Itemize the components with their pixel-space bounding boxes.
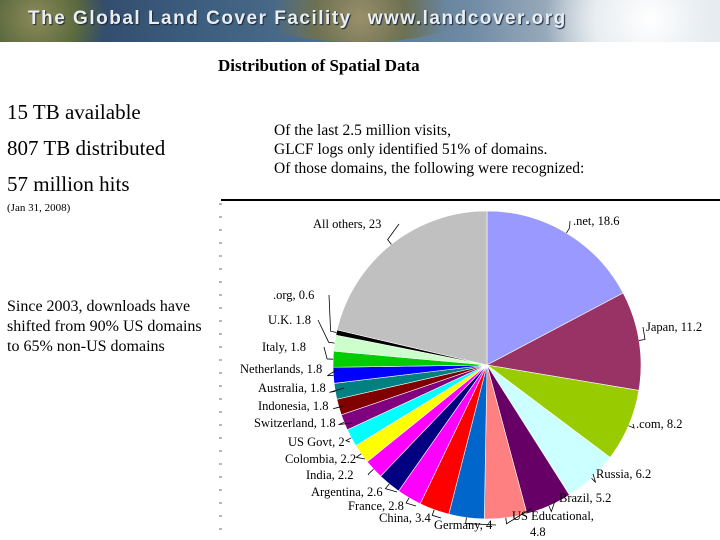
pie-label: US Educational, 4.8 — [512, 509, 594, 539]
pie-leader-line — [367, 468, 374, 476]
stat-available: 15 TB available — [7, 100, 141, 124]
pie-leader-line — [317, 319, 335, 344]
visits-note-line: Of the last 2.5 million visits, — [274, 122, 451, 139]
shift-note: Since 2003, downloads have shifted from … — [7, 298, 202, 355]
pie-leader-line — [387, 223, 400, 245]
pie-leader-line — [405, 497, 417, 507]
pie-slice-net — [486, 210, 624, 366]
stat-distributed: 807 TB distributed — [7, 136, 166, 160]
pie-leader-line — [638, 326, 646, 341]
pie-leader-line — [355, 453, 366, 460]
pie-chart: .net, 18.6 Japan, 11.2 .com, 8.2 Russia, 6.… — [240, 210, 702, 539]
banner-url: www.landcover.org — [367, 8, 567, 29]
stat-date: (Jan 31, 2008) — [7, 202, 71, 214]
pie-label: Colombia, 2.2 — [285, 452, 356, 466]
pie-leader-line — [628, 423, 635, 429]
pie-leader-line — [328, 294, 337, 333]
pie-label: Brazil, 5.2 — [559, 491, 611, 505]
banner-org-name: The Global Land Cover Facility — [28, 8, 352, 29]
pie-label: Australia, 1.8 — [258, 381, 326, 395]
pie-label: .org, 0.6 — [273, 288, 314, 302]
banner-title: The Global Land Cover Facility www.landco… — [28, 8, 567, 30]
page-title: Distribution of Spatial Data — [218, 56, 420, 75]
pie-label: Netherlands, 1.8 — [240, 362, 322, 376]
pie-slice-japan — [486, 292, 642, 391]
pie-label: US Govt, 2 — [288, 435, 345, 449]
pie-label: Switzerland, 1.8 — [254, 416, 336, 430]
pie-slices — [332, 210, 642, 520]
visits-note-line: GLCF logs only identified 51% of domains… — [274, 141, 548, 158]
pie-leader-line — [548, 497, 557, 513]
pie-leader-line — [329, 387, 345, 393]
pie-label: Germany, 4 — [434, 518, 493, 532]
pie-leader-line — [327, 368, 339, 377]
pie-label: Japan, 11.2 — [646, 320, 702, 334]
pie-leader-line — [465, 517, 497, 526]
pie-label: .net, 18.6 — [573, 214, 620, 228]
stat-hits: 57 million hits — [7, 172, 130, 196]
pie-leader-line — [345, 437, 352, 443]
pie-label: Argentina, 2.6 — [311, 485, 383, 499]
pie-leader-lines — [317, 220, 646, 526]
pie-label: Italy, 1.8 — [262, 340, 306, 354]
pie-label: Russia, 6.2 — [596, 467, 651, 481]
pie-leader-line — [338, 422, 353, 426]
visits-note: Of the last 2.5 million visits, GLCF log… — [274, 121, 694, 178]
pie-labels: .net, 18.6 Japan, 11.2 .com, 8.2 Russia, 6.… — [240, 214, 702, 539]
satellite-imagery — [520, 0, 720, 42]
pie-label: Indonesia, 1.8 — [258, 399, 328, 413]
pie-label: All others, 23 — [313, 217, 381, 231]
pie-leader-line — [332, 405, 345, 410]
pie-label: France, 2.8 — [348, 499, 404, 513]
pie-label: India, 2.2 — [306, 468, 354, 482]
pie-label: China, 3.4 — [379, 511, 431, 525]
satellite-imagery — [0, 0, 120, 42]
pie-leader-line — [505, 507, 533, 525]
pie-label: .com, 8.2 — [636, 417, 683, 431]
visits-note-line: Of those domains, the following were rec… — [274, 160, 585, 177]
pie-leader-line — [384, 483, 398, 493]
pie-leader-line — [431, 509, 442, 519]
header-banner: The Global Land Cover Facility www.landco… — [0, 0, 720, 42]
divider — [221, 199, 720, 201]
pie-leader-line — [566, 220, 571, 234]
pie-leader-line — [591, 473, 596, 483]
decorative-tick-column — [219, 203, 222, 538]
pie-leader-line — [323, 346, 334, 360]
pie-label: U.K. 1.8 — [268, 313, 311, 327]
